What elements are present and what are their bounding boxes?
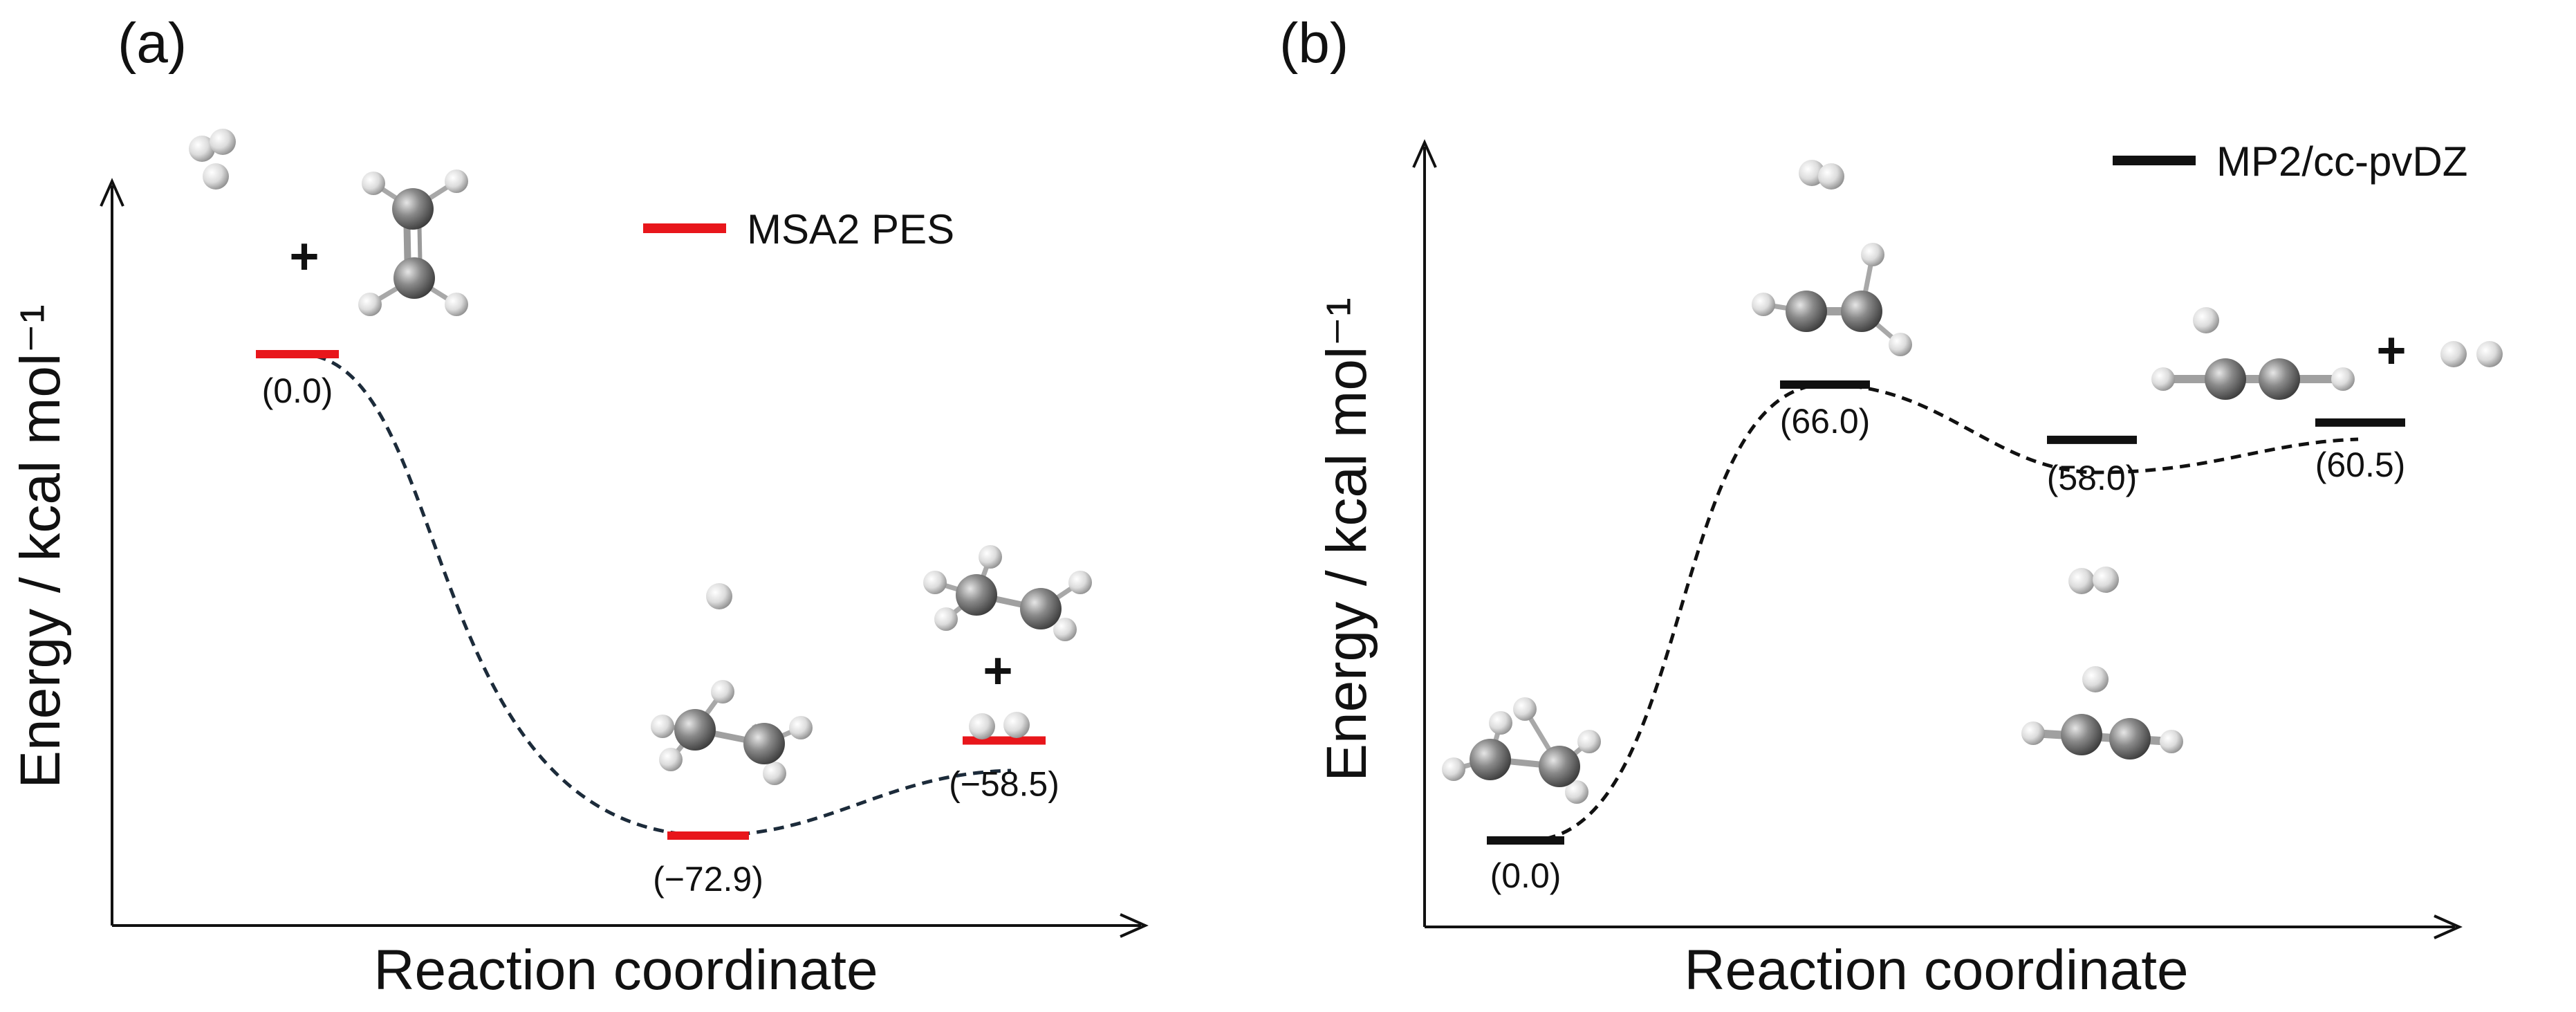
- panel-a-y-arrow: [100, 178, 124, 207]
- panel-a-plus-2: +: [983, 642, 1012, 699]
- panel-b-level-intermediate-label: (58.0): [2047, 459, 2138, 497]
- panel-a-x-arrow: [1120, 913, 1149, 938]
- molecule-ethyl-icon: [923, 545, 1092, 641]
- panel-a: (a) Energy / kcal mol⁻¹ Reaction coordin…: [9, 12, 1149, 1002]
- panel-b-plus: +: [2376, 322, 2406, 379]
- panel-a-plus-1: +: [289, 228, 319, 285]
- panel-b-label: (b): [1279, 12, 1349, 75]
- panel-a-x-axis-title: Reaction coordinate: [373, 939, 878, 1002]
- panel-a-legend-label: MSA2 PES: [747, 206, 954, 252]
- panel-b-x-arrow: [2434, 914, 2463, 939]
- panel-b-y-axis-title: Energy / kcal mol⁻¹: [1315, 297, 1378, 781]
- molecule-intermediate-icon: [2021, 567, 2183, 760]
- panel-b-legend-label: MP2/cc-pvDZ: [2216, 138, 2467, 185]
- panel-a-level-reactants-label: (0.0): [262, 371, 333, 410]
- panel-b-reaction-path: [1528, 383, 2359, 843]
- molecule-h2-icon: [969, 712, 1030, 739]
- panel-b-level-products-label: (60.5): [2315, 445, 2406, 484]
- panel-b-y-arrow: [1412, 139, 1437, 168]
- panel-b-x-axis-title: Reaction coordinate: [1684, 939, 2188, 1002]
- panel-a-level-products-label: (−58.5): [949, 765, 1059, 804]
- molecule-ethyl-icon: [1442, 697, 1601, 804]
- panel-b: (b) Energy / kcal mol⁻¹ Reaction coordin…: [1279, 12, 2503, 1002]
- molecule-acetylene-icon: [2151, 307, 2355, 400]
- molecule-h2-icon: [2440, 341, 2503, 367]
- molecule-ethane-h-icon: [651, 583, 813, 785]
- molecule-h2-icon: [189, 129, 236, 190]
- panel-a-label: (a): [118, 12, 187, 75]
- panel-b-level-reactant-label: (0.0): [1490, 856, 1562, 895]
- molecule-ethylene-icon: [358, 169, 468, 316]
- panel-a-level-intermediate-label: (−72.9): [653, 860, 763, 899]
- molecule-transition-state-icon: [1752, 160, 1912, 356]
- panel-a-reaction-path: [298, 352, 1012, 838]
- panel-b-level-transition-state-label: (66.0): [1780, 402, 1871, 441]
- panel-a-y-axis-title: Energy / kcal mol⁻¹: [9, 304, 72, 788]
